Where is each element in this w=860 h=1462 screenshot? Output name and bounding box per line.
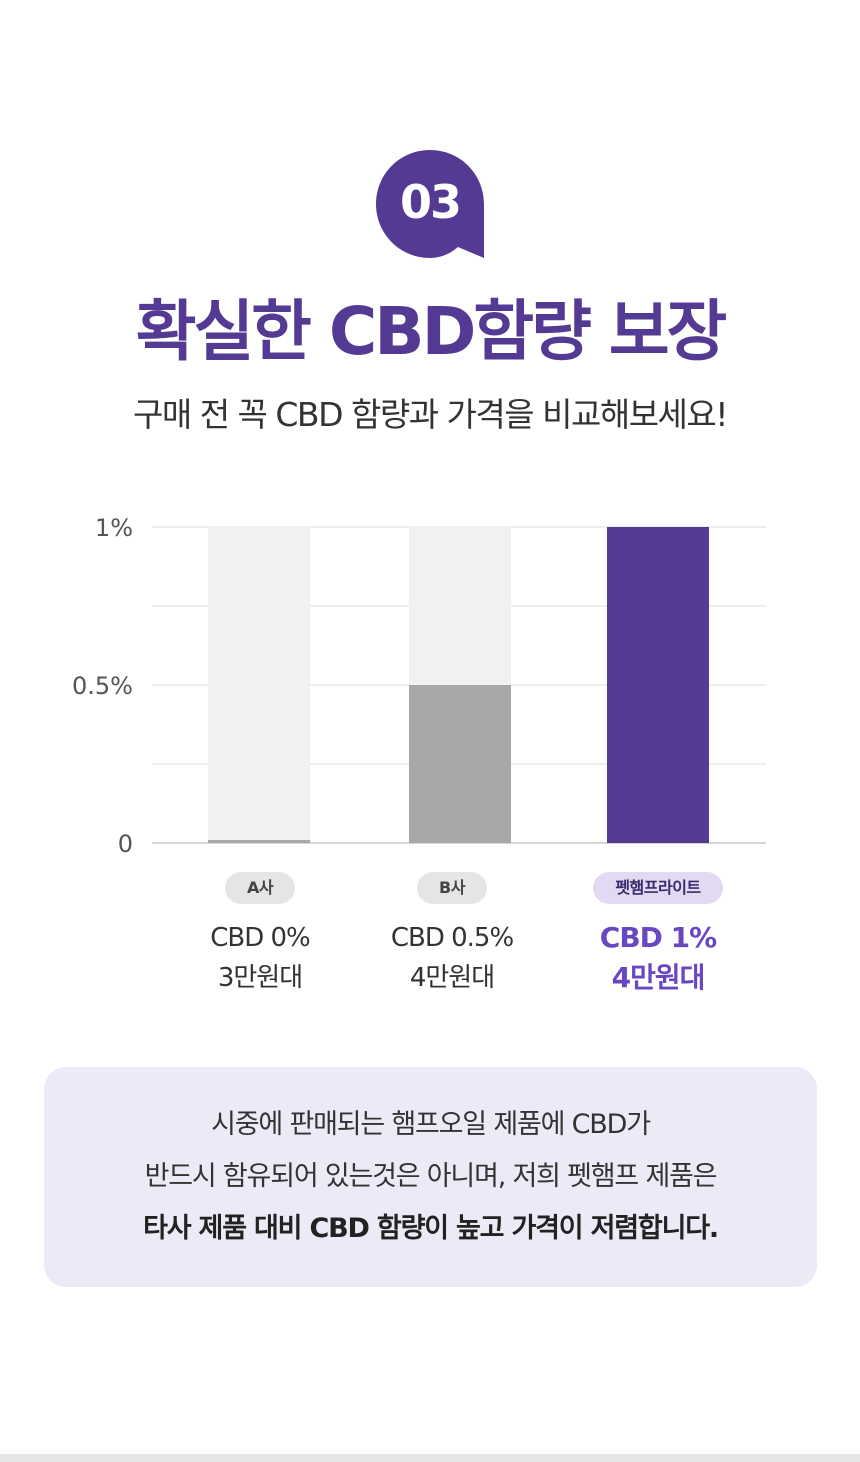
y-tick-label: 1% xyxy=(95,514,133,542)
price-label: 4만원대 xyxy=(611,961,706,994)
note-line-1: 시중에 판매되는 햄프오일 제품에 CBD가 xyxy=(211,1109,651,1140)
category-label: B사 xyxy=(417,872,487,904)
bar-펫햄프라이트 xyxy=(607,527,709,843)
info-note-box: 시중에 판매되는 햄프오일 제품에 CBD가 반드시 함유되어 있는것은 아니며… xyxy=(44,1067,817,1287)
cbd-value-label: CBD 1% xyxy=(599,921,717,954)
category-pethemp-light: 펫햄프라이트 CBD 1% 4만원대 xyxy=(583,872,733,998)
page-subtitle: 구매 전 꼭 CBD 함량과 가격을 비교해보세요! xyxy=(132,395,729,434)
cbd-value-label: CBD 0.5% xyxy=(390,923,514,953)
price-label: 4만원대 xyxy=(409,963,495,993)
bar-A사 xyxy=(208,840,310,843)
page-title: 확실한 CBD함량 보장 xyxy=(135,293,728,370)
category-b: B사 CBD 0.5% 4만원대 xyxy=(377,872,527,998)
y-tick-label: 0.5% xyxy=(72,672,133,700)
category-label: A사 xyxy=(224,872,296,904)
category-a: A사 CBD 0% 3만원대 xyxy=(185,872,335,998)
cbd-comparison-chart: 0 0.5% 1% xyxy=(72,514,766,858)
section-number-badge: 03 xyxy=(376,150,484,258)
speech-bubble-icon xyxy=(376,150,484,258)
bar-track xyxy=(208,527,310,843)
y-tick-label: 0 xyxy=(118,830,133,858)
note-line-2: 반드시 함유되어 있는것은 아니며, 저희 펫햄프 제품은 xyxy=(144,1161,718,1192)
cbd-value-label: CBD 0% xyxy=(210,923,311,953)
bar-B사 xyxy=(409,685,511,843)
note-line-3: 타사 제품 대비 CBD 함량이 높고 가격이 저렴합니다. xyxy=(143,1213,719,1244)
price-label: 3만원대 xyxy=(217,963,303,993)
footer-divider xyxy=(0,1454,860,1462)
category-label: 펫햄프라이트 xyxy=(593,872,723,904)
section-number: 03 xyxy=(399,175,462,229)
